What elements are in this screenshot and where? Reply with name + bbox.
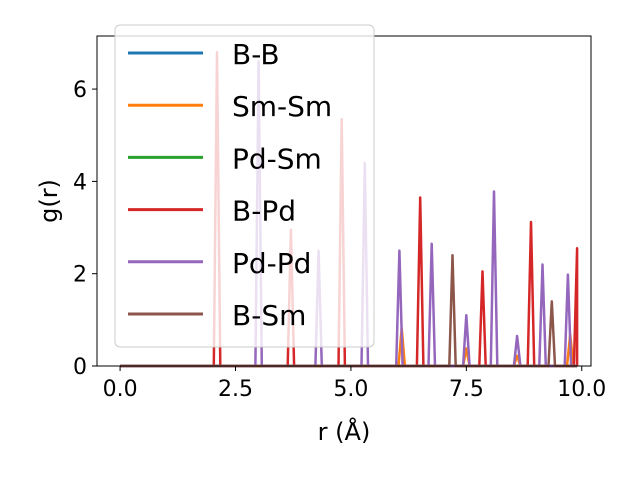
x-tick-label: 5.0 xyxy=(333,377,368,402)
legend-label-b-b: B-B xyxy=(232,38,280,71)
x-tick-label: 10.0 xyxy=(557,377,606,402)
legend-label-b-sm: B-Sm xyxy=(232,299,306,332)
y-axis-label: g(r) xyxy=(35,179,63,223)
x-tick-label: 2.5 xyxy=(218,377,253,402)
y-axis: 0 2 4 6 xyxy=(73,78,97,380)
legend-label-b-pd: B-Pd xyxy=(232,195,296,228)
legend-label-sm-sm: Sm-Sm xyxy=(232,90,332,123)
y-tick-label: 0 xyxy=(73,355,87,380)
legend: B-B Sm-Sm Pd-Sm B-Pd Pd-Pd B-Sm xyxy=(114,24,375,348)
y-tick-label: 6 xyxy=(73,78,87,103)
legend-label-pd-sm: Pd-Sm xyxy=(232,142,322,175)
x-tick-label: 0.0 xyxy=(103,377,138,402)
y-tick-label: 4 xyxy=(73,170,87,195)
x-axis-label: r (Å) xyxy=(318,417,371,446)
y-tick-label: 2 xyxy=(73,263,87,288)
x-axis: 0.0 2.5 5.0 7.5 10.0 xyxy=(103,366,606,402)
x-tick-label: 7.5 xyxy=(449,377,484,402)
legend-label-pd-pd: Pd-Pd xyxy=(232,247,311,280)
